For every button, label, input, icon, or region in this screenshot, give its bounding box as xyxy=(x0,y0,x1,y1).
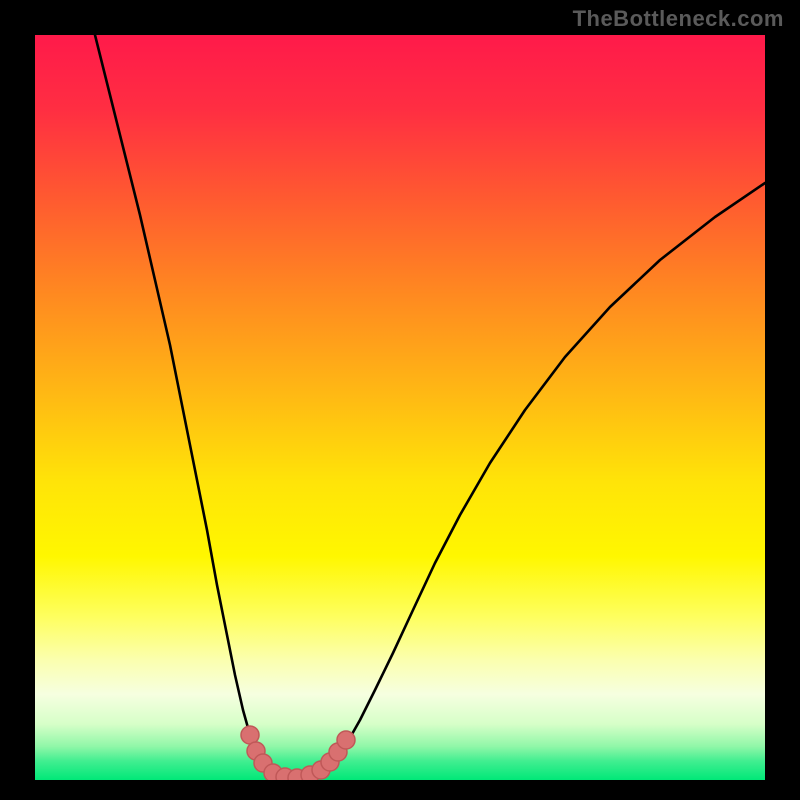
chart-plot-area xyxy=(35,35,765,780)
curve-marker xyxy=(337,731,355,749)
curve-markers xyxy=(241,726,355,780)
chart-svg xyxy=(35,35,765,780)
watermark-text: TheBottleneck.com xyxy=(573,6,784,32)
bottleneck-curve xyxy=(95,35,765,779)
